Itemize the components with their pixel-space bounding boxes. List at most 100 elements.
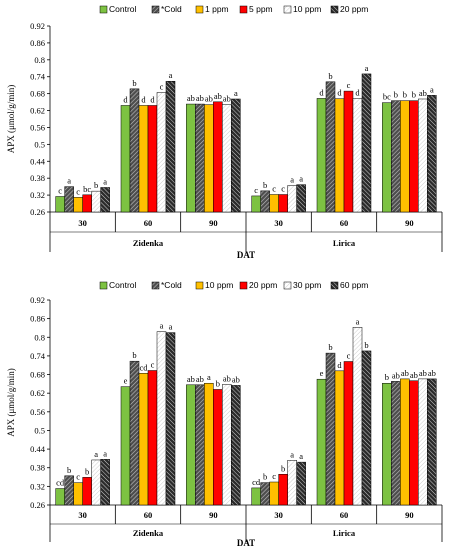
- bar: [325, 352, 336, 506]
- bar-significance-label: d: [337, 360, 342, 370]
- bar-significance-label: c: [272, 471, 276, 481]
- bar: [120, 386, 131, 506]
- legend-label: 1 ppm: [205, 4, 229, 14]
- bar: [100, 187, 110, 213]
- bar: [343, 361, 354, 506]
- y-tick-label: 0.56: [30, 122, 45, 132]
- legend-label: 30 ppm: [293, 280, 321, 290]
- bar: [165, 80, 176, 213]
- bar: [251, 487, 261, 506]
- x-tick-label: 60: [340, 510, 349, 520]
- bar-significance-label: ab: [392, 370, 400, 380]
- bar: [334, 98, 345, 213]
- bar-significance-label: ab: [223, 94, 231, 104]
- bar-significance-label: ab: [187, 93, 195, 103]
- x-tick-label: 30: [274, 218, 283, 228]
- legend-swatch: [151, 281, 160, 290]
- y-tick-label: 0.92: [30, 21, 45, 31]
- bar: [73, 482, 83, 506]
- bar-significance-label: ab: [232, 374, 240, 384]
- bar: [418, 98, 428, 213]
- chart-bottom: Control *Cold 10 ppm 20 ppm 30 ppm 60 ppm 0.26…: [6, 280, 443, 548]
- bar-significance-label: ab: [419, 88, 427, 98]
- bar-significance-label: b: [364, 340, 368, 350]
- bar: [391, 100, 401, 213]
- legend-item-3: 1 ppm: [195, 4, 229, 14]
- legend-label: 5 ppm: [249, 4, 273, 14]
- x-tick-label: 30: [274, 510, 283, 520]
- y-tick-label: 0.62: [30, 106, 45, 116]
- bar: [91, 190, 101, 213]
- legend-swatch: [330, 281, 339, 290]
- legend-item-2: *Cold: [151, 280, 182, 290]
- bar: [409, 100, 419, 213]
- y-tick-label: 0.5: [34, 139, 45, 149]
- y-tick-label: 0.56: [30, 407, 45, 417]
- bar-significance-label: b: [281, 463, 285, 473]
- x-tick-label: 60: [144, 510, 153, 520]
- y-tick-label: 0.74: [30, 351, 46, 361]
- bar-significance-label: d: [141, 94, 146, 104]
- legend-item-4: 5 ppm: [239, 4, 273, 14]
- bar-significance-label: a: [169, 322, 173, 332]
- bar-significance-label: ab: [196, 374, 204, 384]
- bar-significance-label: a: [299, 174, 303, 184]
- bar: [156, 92, 167, 213]
- bar: [82, 477, 92, 506]
- bar-significance-label: c: [76, 472, 80, 482]
- legend-swatch: [151, 5, 160, 14]
- bar-significance-label: a: [94, 449, 98, 459]
- y-tick-label: 0.32: [30, 481, 45, 491]
- bar-significance-label: d: [337, 88, 342, 98]
- bar: [296, 184, 306, 213]
- bar-significance-label: e: [124, 376, 128, 386]
- bar-significance-label: ab: [196, 93, 204, 103]
- bar-significance-label: a: [290, 449, 294, 459]
- legend-swatch: [99, 281, 108, 290]
- bar: [213, 101, 223, 213]
- y-tick-label: 0.74: [30, 72, 46, 82]
- bar-significance-label: b: [216, 378, 220, 388]
- bar-significance-label: b: [403, 90, 407, 100]
- bar-significance-label: ab: [428, 368, 436, 378]
- bar-significance-label: b: [85, 466, 89, 476]
- bar-significance-label: bc: [383, 92, 391, 102]
- bar-significance-label: d: [319, 87, 324, 97]
- bar: [138, 105, 149, 213]
- bar-significance-label: a: [160, 321, 164, 331]
- x-tick-label: 60: [144, 218, 153, 228]
- legend-swatch: [99, 5, 108, 14]
- bar: [382, 382, 392, 506]
- legend-label: 20 ppm: [340, 4, 368, 14]
- bar: [64, 186, 74, 213]
- y-tick-label: 0.92: [30, 295, 45, 305]
- bar-significance-label: b: [94, 180, 98, 190]
- bar-significance-label: a: [299, 451, 303, 461]
- bar: [352, 98, 363, 213]
- legend-label: *Cold: [161, 4, 182, 14]
- bar: [195, 103, 205, 213]
- bar: [251, 195, 261, 213]
- bar: [400, 100, 410, 213]
- y-tick-label: 0.8: [34, 332, 45, 342]
- legend-item-2: *Cold: [151, 4, 182, 14]
- y-tick-label: 0.38: [30, 173, 45, 183]
- bar: [325, 81, 336, 213]
- legend-swatch: [283, 281, 292, 290]
- bar-significance-label: e: [320, 368, 324, 378]
- legend-item-5: 10 ppm: [283, 4, 321, 14]
- bar-significance-label: b: [328, 71, 332, 81]
- legend-item-1: Control: [99, 4, 137, 14]
- bar: [418, 378, 428, 506]
- bar-significance-label: d: [150, 94, 155, 104]
- bar-significance-label: b: [132, 350, 136, 360]
- legend-label: 20 ppm: [249, 280, 277, 290]
- legend-item-3: 10 ppm: [195, 280, 233, 290]
- bar: [361, 73, 372, 213]
- x-group-label: Lirica: [333, 238, 356, 248]
- bar: [213, 389, 223, 506]
- bar: [129, 88, 140, 213]
- bar: [287, 185, 297, 213]
- bar: [82, 194, 92, 213]
